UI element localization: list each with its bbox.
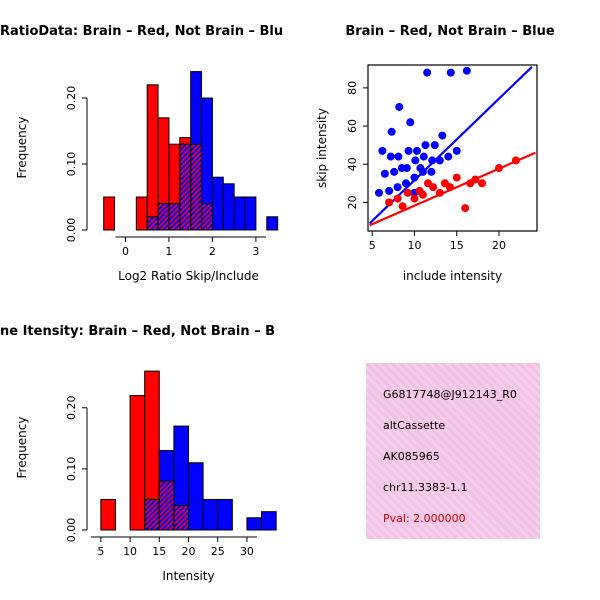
axis-labels: include intensity skip intensity	[315, 108, 502, 283]
y-axis: 20 40 60 80	[346, 81, 368, 209]
points-red	[385, 156, 520, 213]
svg-text:30: 30	[240, 545, 254, 558]
ratio-histogram-title: RatioData: Brain – Red, Not Brain – Blu	[0, 24, 284, 39]
svg-text:Log2 Ratio Skip/Include: Log2 Ratio Skip/Include	[118, 269, 259, 283]
svg-text:0.00: 0.00	[65, 218, 78, 243]
axis-labels: Intensity Frequency	[15, 417, 215, 584]
bars-overlap-hatch	[146, 143, 213, 231]
svg-text:2: 2	[209, 245, 216, 258]
svg-text:25: 25	[211, 545, 225, 558]
svg-text:20: 20	[346, 195, 359, 209]
y-axis: 0.00 0.10 0.20	[65, 86, 88, 243]
svg-text:Intensity: Intensity	[162, 569, 214, 583]
svg-text:20: 20	[182, 545, 196, 558]
svg-text:15: 15	[450, 239, 464, 252]
svg-text:Frequency: Frequency	[15, 117, 29, 179]
svg-text:5: 5	[97, 545, 104, 558]
svg-text:1: 1	[165, 245, 172, 258]
intensity-scatter-title: Brain – Red, Not Brain – Blue	[345, 24, 555, 39]
svg-text:Frequency: Frequency	[15, 417, 29, 479]
svg-text:include intensity: include intensity	[403, 269, 502, 283]
gene-intensity-histogram-chart: 5 10 15 20 25 30 0.00 0.10 0.20 Intensity Frequenc…	[15, 370, 277, 584]
gene-locus: chr11.3383-1.1	[383, 481, 468, 494]
ratio-histogram-chart: 0 1 2 3 0.00 0.10 0.20 Log2 Ratio Skip/Include F…	[15, 71, 279, 284]
gene-accession: AK085965	[383, 450, 440, 463]
svg-text:0.10: 0.10	[65, 152, 78, 177]
svg-text:80: 80	[346, 81, 359, 95]
gene-event-type: altCassette	[383, 419, 446, 432]
info-panel: G6817748@J912143_R0 altCassette AK085965…	[300, 300, 600, 600]
svg-text:60: 60	[346, 119, 359, 133]
x-axis: 5 10 15 20	[369, 231, 506, 252]
svg-text:10: 10	[407, 239, 421, 252]
gene-intensity-histogram-title: ne Itensity: Brain – Red, Not Brain – B	[0, 324, 276, 339]
intensity-scatter-chart: 5 10 15 20 20 40 60 80 include intensity skip int…	[315, 64, 538, 283]
svg-text:0.10: 0.10	[65, 457, 78, 482]
svg-text:skip intensity: skip intensity	[315, 108, 329, 188]
svg-text:0.20: 0.20	[65, 396, 78, 421]
svg-text:0.00: 0.00	[65, 518, 78, 543]
svg-text:0: 0	[122, 245, 129, 258]
svg-text:15: 15	[152, 545, 166, 558]
gene-probe-id: G6817748@J912143_R0	[383, 388, 517, 401]
x-axis: 0 1 2 3	[115, 236, 266, 258]
axis-labels: Log2 Ratio Skip/Include Frequency	[15, 117, 259, 284]
x-axis: 5 10 15 20 25 30	[90, 536, 257, 558]
svg-text:10: 10	[123, 545, 137, 558]
svg-text:40: 40	[346, 157, 359, 171]
regression-lines	[368, 66, 536, 227]
gene-info-box: G6817748@J912143_R0 altCassette AK085965…	[366, 363, 540, 539]
bars-overlap-hatch	[144, 480, 190, 531]
gene-intensity-histogram-panel: ne Itensity: Brain – Red, Not Brain – B …	[0, 300, 300, 600]
svg-text:20: 20	[492, 239, 506, 252]
gene-pval: Pval: 2.000000	[383, 512, 466, 525]
svg-text:3: 3	[252, 245, 259, 258]
svg-text:0.20: 0.20	[65, 86, 78, 111]
svg-text:5: 5	[369, 239, 376, 252]
points-blue	[374, 66, 471, 197]
ratio-histogram-panel: RatioData: Brain – Red, Not Brain – Blu …	[0, 0, 300, 300]
intensity-scatter-panel: Brain – Red, Not Brain – Blue 5 10 15 20 20 4…	[300, 0, 600, 300]
y-axis: 0.00 0.10 0.20	[65, 396, 88, 543]
plot-box	[367, 64, 538, 232]
